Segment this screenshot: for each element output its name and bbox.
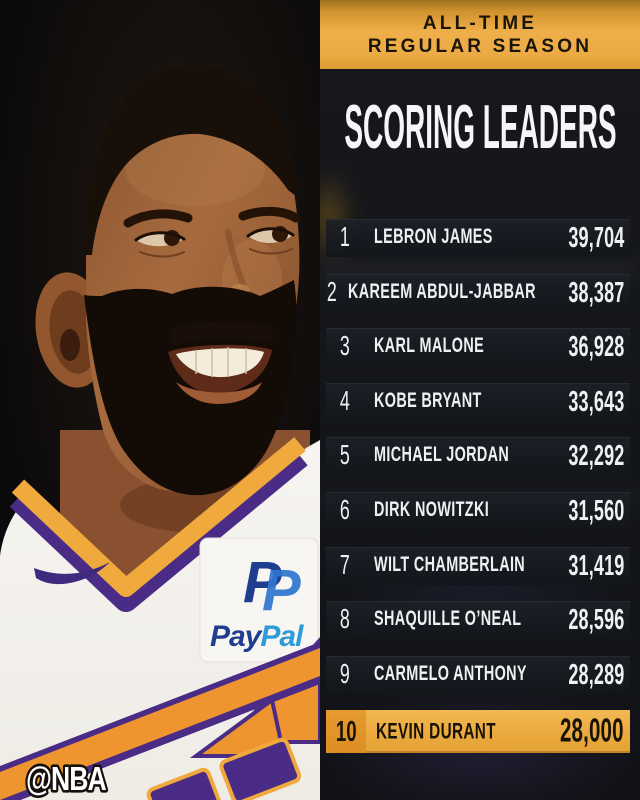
leaderboard-row: 2 KAREEM ABDUL-JABBAR 38,387 [326,273,631,312]
player-name: KAREEM ABDUL-JABBAR [347,280,536,303]
swoosh-icon [34,562,110,585]
rank-number: 3 [340,331,350,362]
player-name: DIRK NOWITZKI [374,499,490,522]
leaderboard-row: 5 MICHAEL JORDAN 32,292 [326,437,631,476]
collar-trim-gold [11,437,306,597]
rank-cell: 7 [326,550,364,580]
points-value: 38,387 [568,275,625,309]
points-value: 36,928 [567,330,624,364]
player-name: SHAQUILLE O’NEAL [374,608,522,631]
player-name: WILT CHAMBERLAIN [374,553,526,576]
player-cell: KOBE BRYANT [364,390,556,413]
left-eye [134,230,186,258]
points-cell: 31,560 [556,494,631,527]
player-cell: LEBRON JAMES [364,226,556,249]
points-cell: 28,289 [556,658,631,691]
points-cell: 31,419 [556,548,631,581]
leaderboard-panel: ALL-TIME REGULAR SEASON SCORING LEADERS … [320,0,640,800]
points-value: 28,596 [567,602,624,636]
leaderboard-row: 1 LEBRON JAMES 39,704 [326,219,630,257]
points-cell: 32,292 [556,439,631,472]
leaderboard-row: 4 KOBE BRYANT 33,643 [326,382,631,421]
points-value: 33,643 [567,384,624,418]
player-cell: SHAQUILLE O’NEAL [364,608,556,631]
sunburst-graphic [0,637,320,800]
player-cell: MICHAEL JORDAN [364,444,556,467]
rank-cell: 3 [326,332,364,362]
player-cell: DIRK NOWITZKI [364,499,556,522]
header-banner: ALL-TIME REGULAR SEASON [320,0,640,69]
player-name: KOBE BRYANT [374,390,482,413]
rank-number: 7 [340,549,350,580]
player-name: MICHAEL JORDAN [374,444,510,467]
points-value: 32,292 [567,439,624,473]
rank-number: 2 [326,276,337,307]
player-cell: KEVIN DURANT [366,718,546,744]
rank-number: 10 [335,714,357,748]
paypal-wordmark: PayPal [210,620,304,653]
rank-cell: 9 [326,659,364,689]
leaderboard-row: 8 SHAQUILLE O’NEAL 28,596 [326,601,631,640]
points-value: 39,704 [567,220,624,254]
leaderboard-row: 7 WILT CHAMBERLAIN 31,419 [326,546,631,585]
left-eyebrow [123,209,193,228]
rank-cell: 1 [326,222,364,252]
points-value: 28,000 [560,712,624,750]
points-value: 31,419 [567,548,624,582]
points-value: 28,289 [567,657,624,691]
paypal-monogram-back: P [243,550,282,615]
page-title: SCORING LEADERS [320,93,640,161]
paypal-logo: P P PayPal [199,537,319,663]
rank-number: 4 [340,386,350,417]
player-cell: KARL MALONE [364,335,556,358]
right-eyebrow [238,206,301,223]
player-photo: P P PayPal @NBA [0,0,320,800]
points-cell: 38,387 [556,275,631,308]
leaderboard-row: 9 CARMELO ANTHONY 28,289 [326,655,631,694]
rank-cell: 4 [326,386,364,416]
rank-cell: 6 [326,495,364,525]
player-name: KEVIN DURANT [376,718,496,744]
leaderboard-row: 10 KEVIN DURANT 28,000 [326,710,630,754]
points-cell: 28,000 [546,713,630,750]
player-cell: KAREEM ABDUL-JABBAR [338,280,557,303]
rank-number: 5 [340,440,350,471]
player-cell: WILT CHAMBERLAIN [364,553,556,576]
leaderboard-rows: 1 LEBRON JAMES 39,704 2 KAREEM ABDUL-JAB… [326,219,631,754]
player-name: LEBRON JAMES [374,226,493,249]
header-line2: REGULAR SEASON [367,35,593,57]
rank-number: 8 [340,604,350,635]
rank-number: 9 [340,659,350,690]
mouth [168,321,273,404]
rank-number: 1 [340,222,350,253]
header-line1: ALL-TIME [422,12,538,34]
player-cell: CARMELO ANTHONY [364,663,556,686]
leaderboard-row: 6 DIRK NOWITZKI 31,560 [326,491,631,530]
player-name: CARMELO ANTHONY [374,663,527,686]
points-value: 31,560 [567,493,624,527]
player-name: KARL MALONE [374,335,485,358]
rank-cell: 2 [326,277,338,307]
rank-cell: 8 [326,605,364,635]
points-cell: 28,596 [556,603,631,636]
page-title-text: SCORING LEADERS [343,93,617,162]
leaderboard-row: 3 KARL MALONE 36,928 [326,328,631,367]
paypal-monogram-front: P [262,558,301,623]
rank-number: 6 [340,495,350,526]
nba-watermark: @NBA [26,761,106,797]
rank-cell: 10 [326,710,366,754]
hair [85,65,296,255]
points-cell: 36,928 [556,330,631,363]
forehead-highlight [125,134,265,206]
points-cell: 33,643 [556,385,631,418]
right-eye [246,226,295,255]
rank-cell: 5 [326,441,364,471]
points-cell: 39,704 [556,221,631,254]
